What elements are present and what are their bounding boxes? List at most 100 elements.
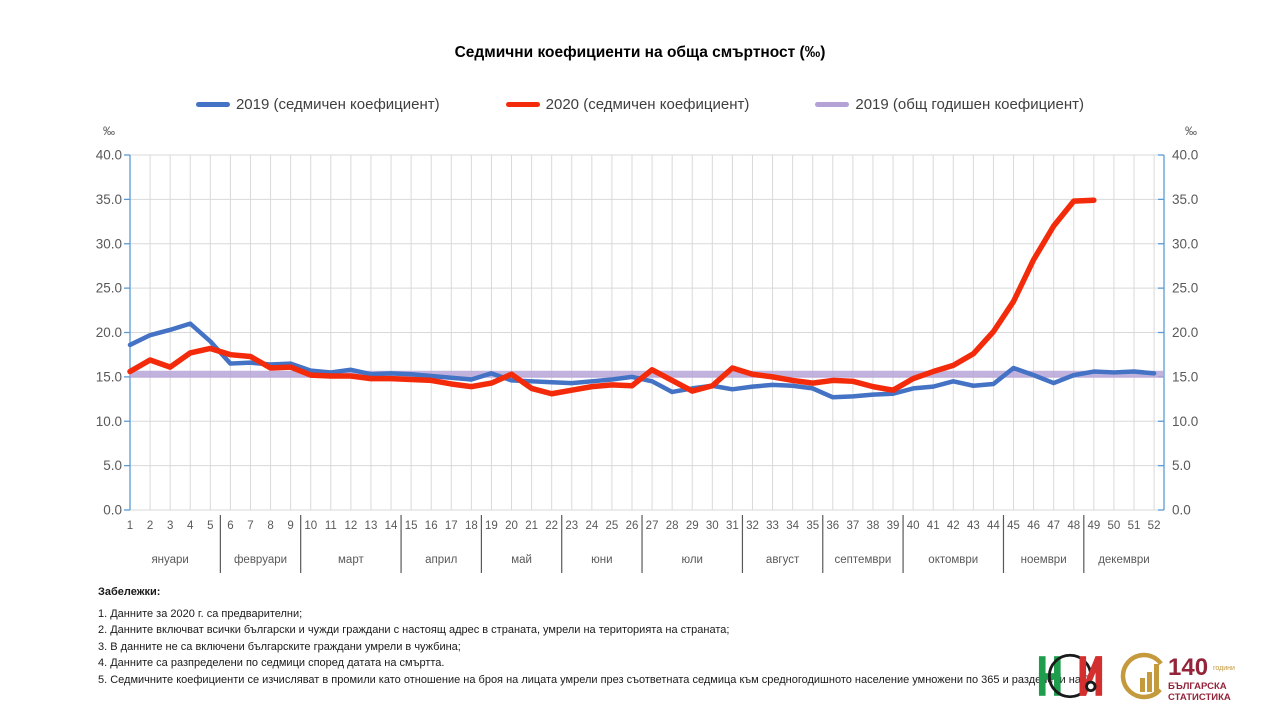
x-axis-week-label: 23 — [565, 520, 578, 532]
x-axis-month-label: декември — [1098, 554, 1150, 566]
x-axis-week-label: 3 — [167, 520, 173, 532]
x-axis-week-label: 18 — [465, 520, 478, 532]
note-item: 1. Данните за 2020 г. са предварителни; — [98, 607, 303, 620]
x-axis-month-label: август — [766, 554, 800, 566]
y-axis-tick-label: 15.0 — [96, 369, 122, 384]
x-axis-week-label: 30 — [706, 520, 719, 532]
y-axis-unit-right: ‰ — [1185, 124, 1197, 138]
bar-chart-icon — [1140, 678, 1145, 692]
nsi-letter-i — [1079, 656, 1087, 696]
y-axis-tick-label: 5.0 — [103, 458, 122, 473]
legend-label-2020-weekly: 2020 (седмичен коефициент) — [545, 96, 750, 113]
y-axis-tick-label: 25.0 — [96, 281, 122, 296]
anniversary-number: 140 — [1168, 654, 1208, 681]
x-axis-week-label: 5 — [207, 520, 213, 532]
org-name-line1: БЪЛГАРСКА — [1168, 681, 1227, 692]
x-axis-week-label: 16 — [425, 520, 438, 532]
x-axis-week-label: 20 — [505, 520, 518, 532]
y-axis-tick-label: 30.0 — [96, 236, 122, 251]
nsi-logo — [1038, 653, 1103, 699]
x-axis-week-label: 6 — [227, 520, 233, 532]
y-axis-tick-label: 10.0 — [96, 414, 122, 429]
x-axis-week-label: 12 — [344, 520, 357, 532]
x-axis-week-label: 24 — [585, 520, 598, 532]
x-axis-month-label: октомври — [928, 554, 978, 566]
x-axis-week-label: 37 — [846, 520, 859, 532]
y-axis-unit-left: ‰ — [103, 124, 115, 138]
gold-arc — [1120, 652, 1168, 700]
x-axis-week-label: 33 — [766, 520, 779, 532]
x-axis-month-label: септември — [835, 554, 892, 566]
x-axis-month-label: април — [425, 554, 457, 566]
x-axis-month-label: юни — [591, 554, 612, 566]
x-axis-month-label: януари — [151, 554, 188, 566]
x-axis-week-label: 42 — [947, 520, 960, 532]
x-axis-week-label: 32 — [746, 520, 759, 532]
series-2020-weekly-line — [127, 197, 1097, 397]
legend-label-2019-weekly: 2019 (седмичен коефициент) — [235, 96, 440, 113]
x-axis-week-label: 52 — [1148, 520, 1161, 532]
note-item: 3. В данните не са включени българските … — [98, 640, 461, 653]
x-axis-week-label: 1 — [127, 520, 133, 532]
x-axis-month-label: февруари — [234, 554, 287, 566]
series-2019-weekly-line — [127, 321, 1157, 400]
x-axis-week-label: 4 — [187, 520, 194, 532]
x-axis-week-label: 7 — [247, 520, 253, 532]
x-axis-week-label: 44 — [987, 520, 1000, 532]
x-axis-week-label: 34 — [786, 520, 799, 532]
legend-label-2019-annual: 2019 (общ годишен коефициент) — [855, 96, 1085, 113]
y-axis-tick-label: 40.0 — [96, 148, 122, 163]
footer-logos: 140 години БЪЛГАРСКА СТАТИСТИКА — [1038, 646, 1252, 706]
x-axis-week-label: 41 — [927, 520, 940, 532]
y-axis-tick-label: 20.0 — [1172, 325, 1198, 340]
x-axis-week-label: 22 — [545, 520, 558, 532]
x-axis-month-label: май — [511, 554, 532, 566]
x-axis-week-label: 26 — [626, 520, 639, 532]
x-axis-week-label: 19 — [485, 520, 498, 532]
x-axis-week-label: 27 — [646, 520, 659, 532]
x-axis-week-label: 51 — [1128, 520, 1141, 532]
legend-item-2019-annual: 2019 (общ годишен коефициент) — [815, 96, 1084, 113]
y-axis-tick-label: 15.0 — [1172, 369, 1198, 384]
page-title: Седмични коефициенти на обща смъртност (… — [454, 44, 826, 61]
x-axis-week-label: 49 — [1087, 520, 1100, 532]
x-axis-week-label: 31 — [726, 520, 739, 532]
nsi-dot — [1085, 680, 1097, 693]
x-axis-week-label: 47 — [1047, 520, 1060, 532]
legend-swatch-2019-weekly — [195, 102, 230, 107]
x-axis-week-label: 13 — [365, 520, 378, 532]
legend: 2019 (седмичен коефициент) 2020 (седмиче… — [0, 96, 1280, 113]
x-axis-week-label: 40 — [907, 520, 920, 532]
x-axis-week-label: 21 — [525, 520, 538, 532]
x-axis-week-label: 17 — [445, 520, 458, 532]
y-axis-tick-label: 0.0 — [103, 503, 122, 518]
y-axis-tick-label: 35.0 — [96, 192, 122, 207]
x-axis-week-label: 29 — [686, 520, 699, 532]
x-axis-week-label: 35 — [806, 520, 819, 532]
y-axis-tick-label: 10.0 — [1172, 414, 1198, 429]
org-name-line2: СТАТИСТИКА — [1168, 692, 1231, 703]
x-axis-week-label: 45 — [1007, 520, 1020, 532]
x-axis-week-label: 14 — [385, 520, 398, 532]
x-axis-week-label: 2 — [147, 520, 153, 532]
x-axis-week-label: 11 — [325, 520, 337, 532]
weekly-mortality-line-chart: 0.0 5.0 10.0 15.0 20.0 25.0 30.0 35.0 40.0 0.0 5.0… — [96, 148, 1198, 573]
note-item: 2. Данните включват всички български и ч… — [98, 624, 730, 636]
x-axis-month-label: ноември — [1021, 554, 1067, 566]
x-axis-week-label: 10 — [304, 520, 317, 532]
x-axis-month-label: юли — [681, 554, 703, 566]
y-axis-tick-label: 5.0 — [1172, 458, 1191, 473]
x-axis-week-label: 25 — [606, 520, 619, 532]
x-axis-month-label: март — [338, 554, 364, 566]
notes-list: 1. Данните за 2020 г. са предварителни; 2… — [98, 606, 1208, 689]
legend-swatch-2019-annual — [815, 102, 850, 107]
y-axis-tick-label: 40.0 — [1172, 148, 1198, 163]
notes-block: Забележки: 1. Данните за 2020 г. са пред… — [98, 584, 1208, 688]
note-item: 4. Данните са разпределени по седмици сп… — [98, 657, 445, 669]
x-axis-week-label: 50 — [1108, 520, 1121, 532]
notes-header: Забележки: — [98, 586, 161, 598]
y-axis-tick-label: 30.0 — [1172, 236, 1198, 251]
y-axis-tick-label: 0.0 — [1172, 503, 1191, 518]
x-axis-week-label: 43 — [967, 520, 980, 532]
y-axis-tick-label: 25.0 — [1172, 281, 1198, 296]
